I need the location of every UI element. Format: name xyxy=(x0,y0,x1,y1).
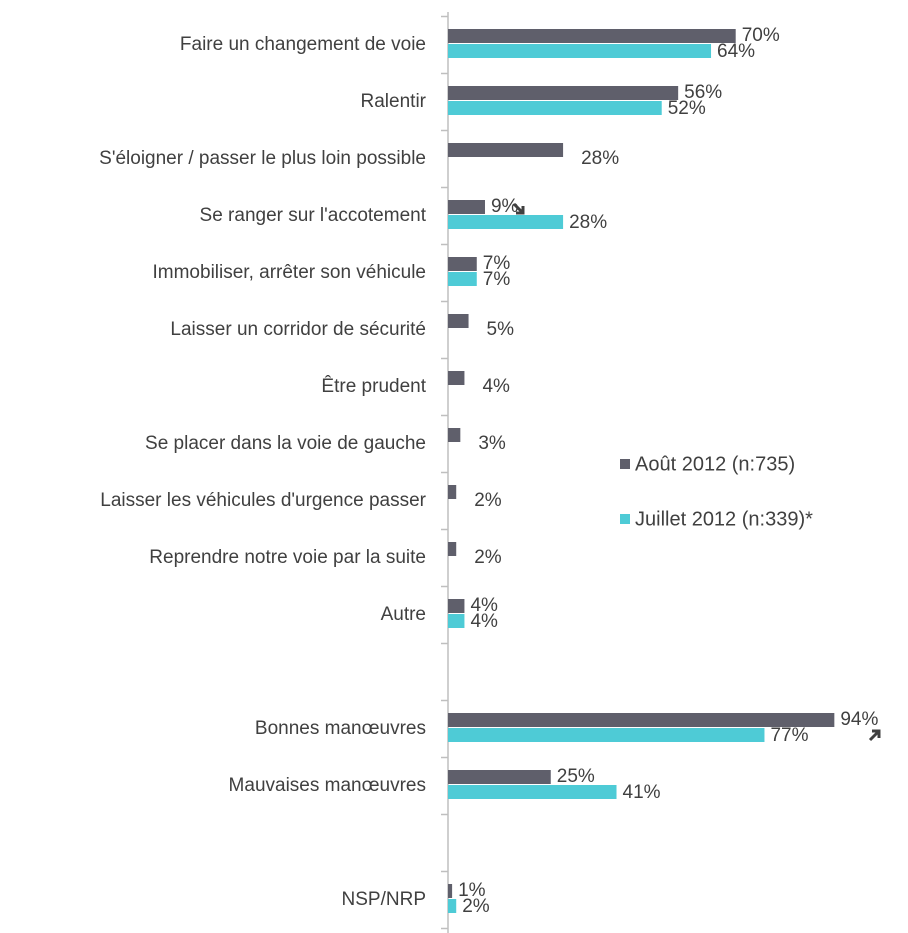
value-label: 7% xyxy=(483,269,511,290)
category-label: Autre xyxy=(381,604,426,625)
category-label: Se ranger sur l'accotement xyxy=(200,205,427,226)
category-label: NSP/NRP xyxy=(342,889,426,910)
down-arrow xyxy=(512,202,525,215)
bar xyxy=(448,614,465,628)
legend-label: Juillet 2012 (n:339)* xyxy=(635,508,813,530)
bar xyxy=(448,86,679,100)
value-label: 52% xyxy=(668,98,706,119)
value-label: 64% xyxy=(717,41,755,62)
category-label: Faire un changement de voie xyxy=(180,34,426,55)
value-label: 56% xyxy=(684,82,722,103)
bar xyxy=(448,713,835,727)
value-label: 2% xyxy=(474,547,502,568)
value-label: 25% xyxy=(557,766,595,787)
category-label: Laisser les véhicules d'urgence passer xyxy=(100,490,426,511)
category-label: Immobiliser, arrêter son véhicule xyxy=(153,262,427,283)
value-label: 94% xyxy=(840,709,878,730)
bar xyxy=(448,770,551,784)
category-label: S'éloigner / passer le plus loin possibl… xyxy=(99,148,426,169)
legend-swatch xyxy=(620,514,630,524)
bar xyxy=(448,485,457,499)
value-label: 2% xyxy=(474,490,502,511)
bar xyxy=(448,200,485,214)
value-label: 4% xyxy=(482,376,510,397)
category-label: Ralentir xyxy=(361,91,427,112)
category-label: Se placer dans la voie de gauche xyxy=(145,433,426,454)
bar xyxy=(448,101,662,115)
up-arrow xyxy=(868,729,881,742)
value-label: 28% xyxy=(569,212,607,233)
value-label: 7% xyxy=(483,253,511,274)
bar xyxy=(448,785,617,799)
category-label: Laisser un corridor de sécurité xyxy=(170,319,426,340)
bar xyxy=(448,428,461,442)
value-label: 70% xyxy=(742,25,780,46)
category-label: Être prudent xyxy=(321,375,426,397)
bar xyxy=(448,542,457,556)
category-label: Mauvaises manœuvres xyxy=(229,775,426,796)
value-label: 41% xyxy=(623,782,661,803)
value-label: 77% xyxy=(770,725,808,746)
value-label: 9% xyxy=(491,196,519,217)
category-label: Reprendre notre voie par la suite xyxy=(149,547,426,568)
bar xyxy=(448,314,469,328)
bar xyxy=(448,215,564,229)
value-label: 4% xyxy=(470,595,498,616)
value-label: 1% xyxy=(458,880,486,901)
value-label: 2% xyxy=(462,896,490,917)
bar xyxy=(448,44,712,58)
bar xyxy=(448,884,453,898)
bar xyxy=(448,899,457,913)
legend-label: Août 2012 (n:735) xyxy=(635,453,795,475)
bar xyxy=(448,371,465,385)
value-label: 4% xyxy=(470,611,498,632)
category-label: Bonnes manœuvres xyxy=(255,718,426,739)
bar xyxy=(448,29,736,43)
value-label: 28% xyxy=(581,148,619,169)
value-label: 5% xyxy=(487,319,515,340)
bar xyxy=(448,257,477,271)
bar xyxy=(448,143,564,157)
bar xyxy=(448,599,465,613)
legend-swatch xyxy=(620,459,630,469)
value-label: 3% xyxy=(478,433,506,454)
bar xyxy=(448,728,765,742)
bar xyxy=(448,272,477,286)
